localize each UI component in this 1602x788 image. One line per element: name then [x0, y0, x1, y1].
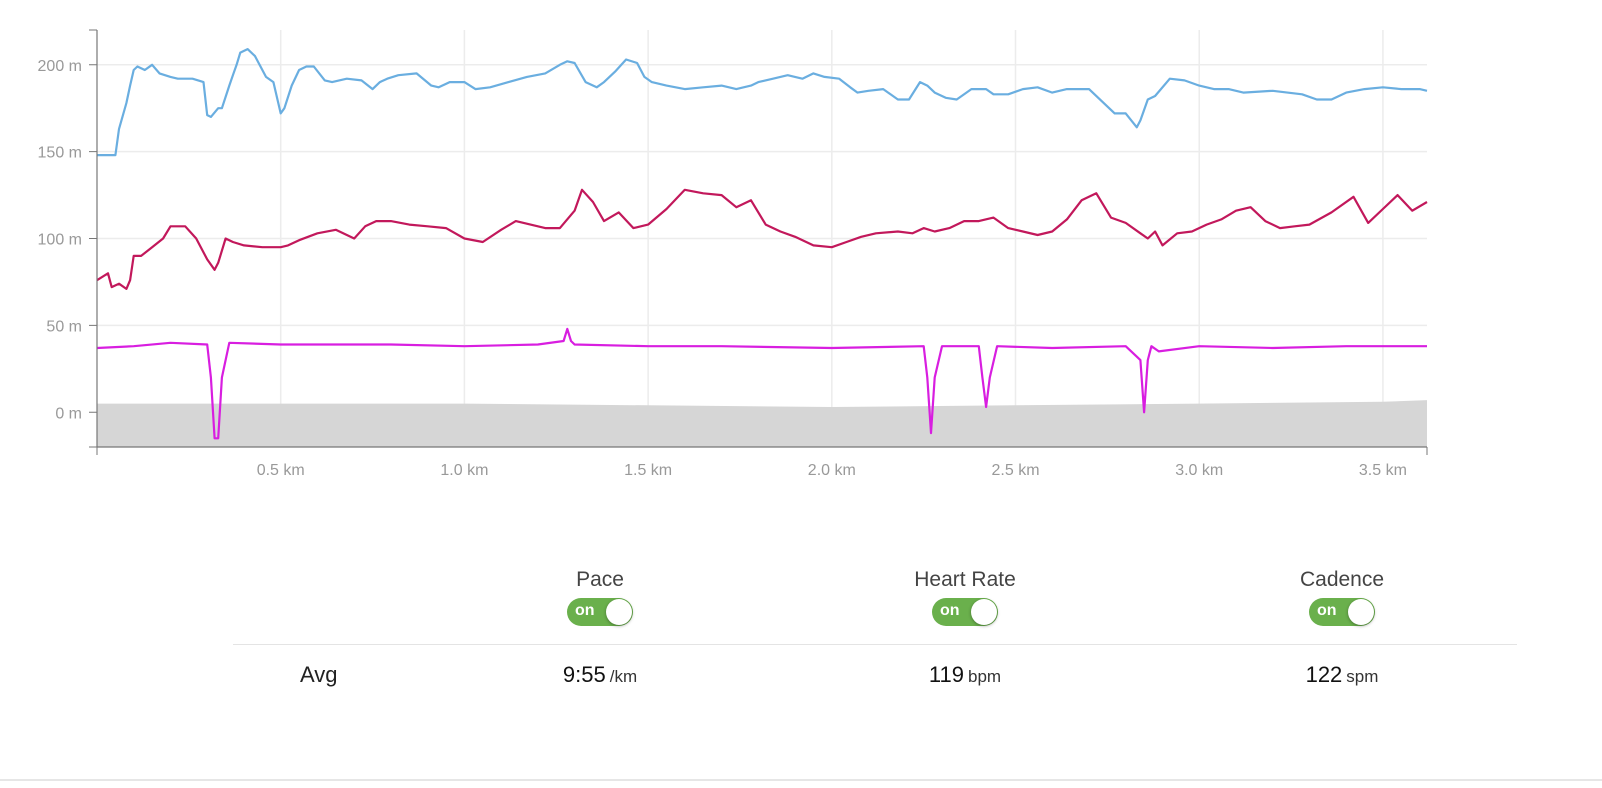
elevation-fill — [97, 400, 1427, 447]
cadence-average: 122 spm — [1242, 662, 1442, 688]
pace-toggle-knob — [606, 599, 632, 625]
pace-average: 9:55/km — [500, 662, 700, 688]
cadence-toggle-label: on — [1317, 602, 1337, 619]
pace-title: Pace — [576, 568, 624, 591]
heart-rate-average: 119 bpm — [865, 662, 1065, 688]
pace-toggle[interactable]: on — [567, 598, 633, 626]
y-tick-label: 0 m — [55, 405, 82, 422]
x-tick-label: 1.5 km — [624, 462, 672, 479]
pace-average-value: 9:55 — [562, 662, 606, 687]
x-tick-label: 2.0 km — [808, 462, 856, 479]
pace-average-unit: /km — [609, 667, 638, 686]
cadence-column: Cadence on — [1242, 568, 1442, 631]
cadence-toggle[interactable]: on — [1309, 598, 1375, 626]
series-line-1 — [96, 188, 1428, 290]
y-tick-label: 50 m — [46, 318, 82, 335]
heart-rate-average-unit: bpm — [968, 667, 1002, 686]
y-tick-label: 200 m — [38, 58, 82, 75]
bottom-divider — [0, 779, 1602, 781]
heart-rate-title: Heart Rate — [914, 568, 1016, 591]
cadence-toggle-knob — [1348, 599, 1374, 625]
elevation-area — [97, 400, 1427, 447]
y-tick-label: 100 m — [38, 232, 82, 249]
pace-column: Pace on — [500, 568, 700, 631]
stats-divider — [233, 644, 1517, 645]
series-line-0 — [97, 48, 1428, 157]
series-line-2 — [96, 327, 1427, 440]
x-tick-label: 3.5 km — [1359, 462, 1407, 479]
activity-chart: 200 m 150 m 100 m 50 m 0 m 0.5 km 1.0 km 1.5 k… — [38, 29, 1428, 479]
pace-toggle-label: on — [575, 602, 595, 619]
x-tick-label: 3.0 km — [1175, 462, 1223, 479]
avg-label: Avg — [300, 662, 338, 687]
y-tick-label: 150 m — [38, 145, 82, 162]
cadence-average-unit: spm — [1346, 667, 1379, 686]
heart-rate-column: Heart Rate on — [865, 568, 1065, 631]
heart-rate-toggle[interactable]: on — [932, 598, 998, 626]
y-tick-labels: 200 m 150 m 100 m 50 m 0 m — [38, 58, 82, 423]
heart-rate-average-value: 119 — [928, 662, 964, 687]
series-lines — [96, 48, 1428, 440]
heart-rate-toggle-knob — [971, 599, 997, 625]
cadence-title: Cadence — [1299, 568, 1385, 591]
cadence-average-value: 122 — [1305, 662, 1343, 687]
x-tick-label: 0.5 km — [257, 462, 305, 479]
x-tick-labels: 0.5 km 1.0 km 1.5 km 2.0 km 2.5 km 3.0 km 3.5 … — [257, 462, 1407, 479]
metric-panel: Pace on Heart Rate on Cadence on Avg 9:5… — [0, 540, 1602, 740]
x-tick-label: 2.5 km — [992, 462, 1040, 479]
x-tick-label: 1.0 km — [440, 462, 488, 479]
axes — [89, 29, 1428, 455]
heart-rate-toggle-label: on — [940, 602, 960, 619]
grid-lines — [97, 30, 1427, 447]
